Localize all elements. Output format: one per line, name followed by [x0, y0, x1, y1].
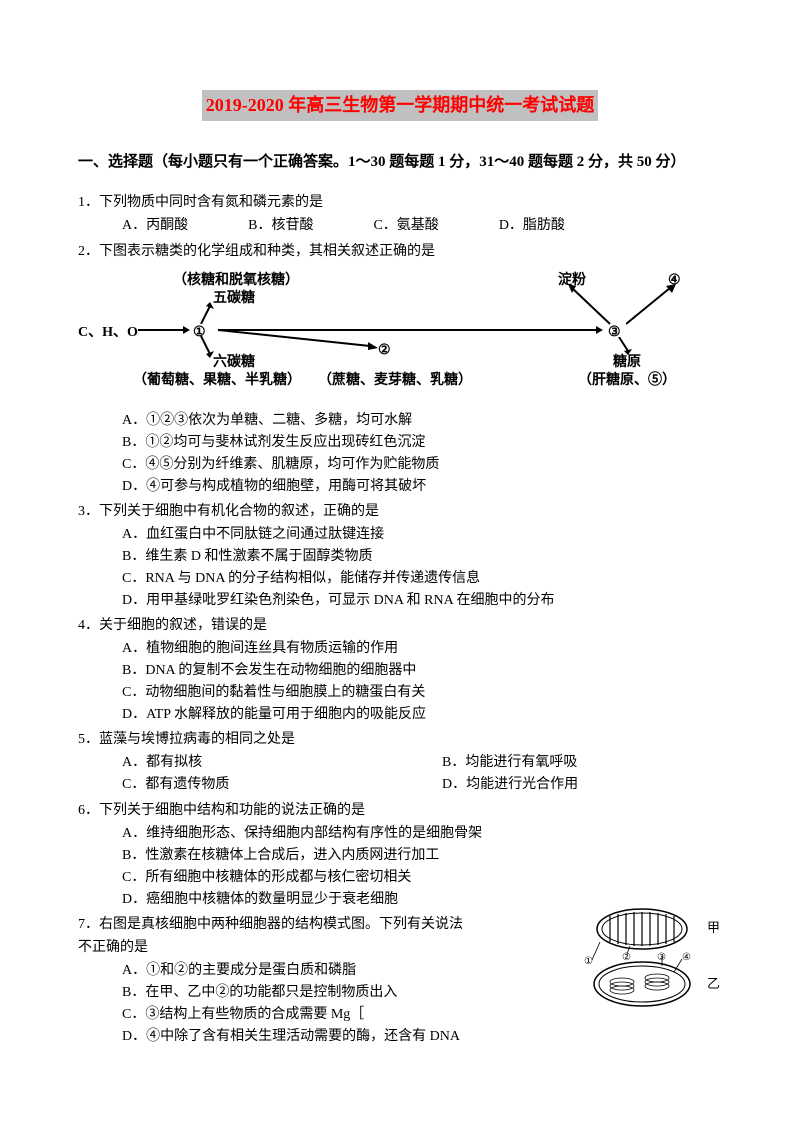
- organelle-diagram: 甲 乙 ① ② ③ ④: [582, 904, 722, 1014]
- question-2: 2．下图表示糖类的化学组成和种类，其相关叙述正确的是 （核糖和脱氧核糖） 五碳糖…: [78, 241, 722, 497]
- q6-option-a: A．维持细胞形态、保持细胞内部结构有序性的是细胞骨架: [122, 823, 722, 844]
- arrow-3-to-glycogen: [616, 337, 634, 355]
- arrow-cho-to-1: [138, 325, 190, 335]
- q2-options: A．①②③依次为单糖、二糖、多糖，均可水解 B．①②均可与斐林试剂发生反应出现砖…: [78, 410, 722, 497]
- question-4: 4．关于细胞的叙述，错误的是 A．植物细胞的胞间连丝具有物质运输的作用 B．DN…: [78, 615, 722, 725]
- q4-option-a: A．植物细胞的胞间连丝具有物质运输的作用: [122, 638, 722, 659]
- question-1: 1．下列物质中同时含有氮和磷元素的是 A．丙酮酸 B．核苷酸 C．氨基酸 D．脂…: [78, 192, 722, 237]
- q3-option-a: A．血红蛋白中不同肽链之间通过肽键连接: [122, 524, 722, 545]
- q1-option-d: D．脂肪酸: [499, 215, 565, 236]
- q1-option-b: B．核苷酸: [248, 215, 313, 236]
- q2-option-a: A．①②③依次为单糖、二糖、多糖，均可水解: [122, 410, 722, 431]
- diagram-disaccharide-sub: （蔗糖、麦芽糖、乳糖）: [318, 370, 472, 391]
- q2-option-d: D．④可参与构成植物的细胞壁，用酶可将其破坏: [122, 476, 722, 497]
- arrow-1-to-3: [218, 325, 603, 335]
- q3-text: 3．下列关于细胞中有机化合物的叙述，正确的是: [78, 501, 722, 522]
- svg-text:④: ④: [682, 952, 691, 963]
- q6-text: 6．下列关于细胞中结构和功能的说法正确的是: [78, 800, 722, 821]
- q7-option-d: D．④中除了含有相关生理活动需要的酶，还含有 DNA: [122, 1026, 722, 1047]
- arrow-3-to-starch: [568, 284, 613, 326]
- diagram-glycogen-sub: （肝糖原、⑤）: [578, 370, 676, 391]
- q4-options: A．植物细胞的胞间连丝具有物质运输的作用 B．DNA 的复制不会发生在动物细胞的…: [78, 638, 722, 725]
- diagram-circle-2: ②: [378, 340, 391, 361]
- q1-option-a: A．丙酮酸: [122, 215, 188, 236]
- svg-text:③: ③: [657, 952, 666, 963]
- diagram-hexose-sub: （葡萄糖、果糖、半乳糖）: [133, 370, 301, 391]
- question-6: 6．下列关于细胞中结构和功能的说法正确的是 A．维持细胞形态、保持细胞内部结构有…: [78, 800, 722, 910]
- q1-option-c: C．氨基酸: [373, 215, 438, 236]
- arrow-1-to-hexose: [196, 336, 214, 358]
- q4-option-c: C．动物细胞间的黏着性与细胞膜上的糖蛋白有关: [122, 682, 722, 703]
- q5-option-b: B．均能进行有氧呼吸: [442, 752, 577, 773]
- sugar-diagram: （核糖和脱氧核糖） 五碳糖 C、H、O ① 六碳糖 （葡萄糖、果糖、半乳糖） ②…: [78, 270, 722, 400]
- q1-text: 1．下列物质中同时含有氮和磷元素的是: [78, 192, 722, 213]
- svg-text:①: ①: [584, 956, 593, 967]
- q4-text: 4．关于细胞的叙述，错误的是: [78, 615, 722, 636]
- question-5: 5．蓝藻与埃博拉病毒的相同之处是 A．都有拟核 B．均能进行有氧呼吸 C．都有遗…: [78, 729, 722, 796]
- svg-text:②: ②: [622, 952, 631, 963]
- question-3: 3．下列关于细胞中有机化合物的叙述，正确的是 A．血红蛋白中不同肽链之间通过肽键…: [78, 501, 722, 611]
- title-container: 2019-2020 年高三生物第一学期期中统一考试试题: [78, 90, 722, 137]
- q2-option-c: C．④⑤分别为纤维素、肌糖原，均可作为贮能物质: [122, 454, 722, 475]
- section-heading: 一、选择题（每小题只有一个正确答案。1～30 题每题 1 分，31～40 题每题…: [78, 151, 722, 174]
- arrow-1-to-pentose: [196, 302, 214, 324]
- diagram-pentose-label: 五碳糖: [213, 288, 255, 309]
- question-7: 甲 乙 ① ② ③ ④ 7．右图是真核细胞中两种细胞器的结构模式图。下列有关说法…: [78, 914, 722, 1047]
- q6-option-b: B．性激素在核糖体上合成后，进入内质网进行加工: [122, 845, 722, 866]
- q3-option-c: C．RNA 与 DNA 的分子结构相似，能储存并传递遗传信息: [122, 568, 722, 589]
- q5-text: 5．蓝藻与埃博拉病毒的相同之处是: [78, 729, 722, 750]
- q5-option-c: C．都有遗传物质: [122, 774, 322, 795]
- q6-options: A．维持细胞形态、保持细胞内部结构有序性的是细胞骨架 B．性激素在核糖体上合成后…: [78, 823, 722, 910]
- q6-option-c: C．所有细胞中核糖体的形成都与核仁密切相关: [122, 867, 722, 888]
- q1-options: A．丙酮酸 B．核苷酸 C．氨基酸 D．脂肪酸: [78, 215, 722, 237]
- q5-option-d: D．均能进行光合作用: [442, 774, 578, 795]
- diagram-cho-label: C、H、O: [78, 322, 138, 343]
- label-jia: 甲: [707, 920, 720, 935]
- arrow-3-to-4: [626, 284, 676, 326]
- q4-option-d: D．ATP 水解释放的能量可用于细胞内的吸能反应: [122, 704, 722, 725]
- q3-options: A．血红蛋白中不同肽链之间通过肽键连接 B．维生素 D 和性激素不属于固醇类物质…: [78, 524, 722, 611]
- page-title: 2019-2020 年高三生物第一学期期中统一考试试题: [202, 90, 599, 121]
- q5-options: A．都有拟核 B．均能进行有氧呼吸 C．都有遗传物质 D．均能进行光合作用: [78, 752, 722, 796]
- label-yi: 乙: [707, 976, 720, 991]
- q4-option-b: B．DNA 的复制不会发生在动物细胞的细胞器中: [122, 660, 722, 681]
- q2-text: 2．下图表示糖类的化学组成和种类，其相关叙述正确的是: [78, 241, 722, 262]
- q5-option-a: A．都有拟核: [122, 752, 322, 773]
- q2-option-b: B．①②均可与斐林试剂发生反应出现砖红色沉淀: [122, 432, 722, 453]
- q3-option-d: D．用甲基绿吡罗红染色剂染色，可显示 DNA 和 RNA 在细胞中的分布: [122, 590, 722, 611]
- q3-option-b: B．维生素 D 和性激素不属于固醇类物质: [122, 546, 722, 567]
